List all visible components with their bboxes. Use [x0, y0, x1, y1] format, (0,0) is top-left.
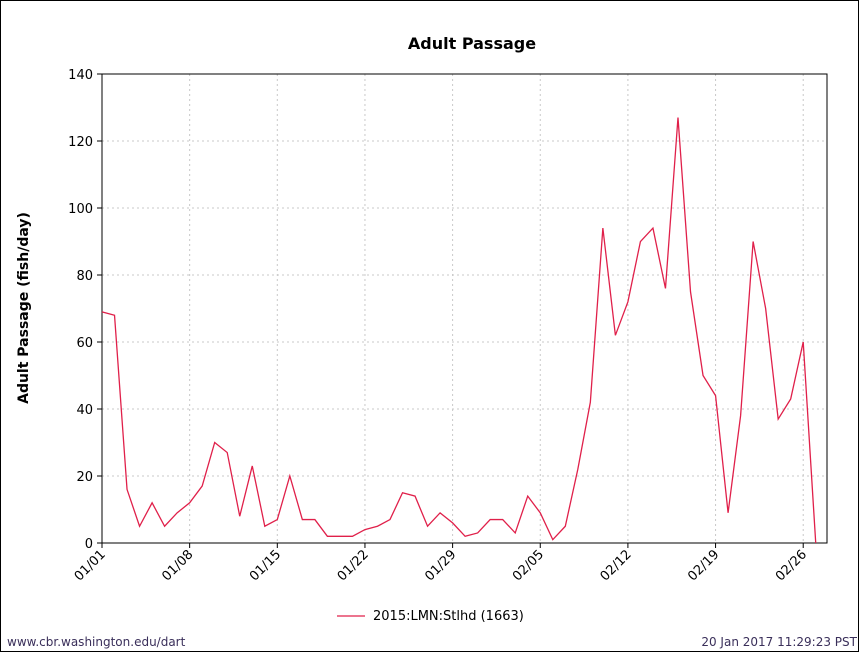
y-tick-label: 140 — [68, 68, 93, 83]
footer-timestamp: 20 Jan 2017 11:29:23 PST — [701, 635, 857, 649]
chart-title: Adult Passage — [408, 34, 536, 53]
y-axis-ticks: 0 20 40 60 80 100 120 140 — [68, 68, 102, 552]
x-tick-label: 01/01 — [72, 547, 109, 584]
y-tick-label: 20 — [76, 470, 93, 485]
y-axis-label: Adult Passage (fish/day) — [16, 212, 32, 404]
legend-label: 2015:LMN:Stlhd (1663) — [373, 609, 524, 624]
x-tick-label: 01/08 — [159, 547, 196, 584]
x-tick-label: 02/12 — [598, 547, 635, 584]
y-tick-label: 120 — [68, 135, 93, 150]
y-tick-label: 0 — [85, 537, 93, 552]
x-tick-label: 01/22 — [335, 547, 372, 584]
x-tick-label: 02/19 — [685, 547, 722, 584]
x-tick-label: 02/26 — [773, 547, 810, 584]
x-axis-ticks: 01/01 01/08 01/15 01/22 01/29 02/05 02/12 02/19… — [72, 543, 810, 584]
series-line-lmn-stlhd — [101, 117, 817, 544]
x-tick-label: 02/05 — [510, 547, 547, 584]
y-tick-label: 60 — [76, 336, 93, 351]
y-tick-label: 80 — [76, 269, 93, 284]
x-tick-label: 01/29 — [422, 547, 459, 584]
grid-lines — [102, 74, 827, 543]
legend: 2015:LMN:Stlhd (1663) — [337, 609, 524, 624]
footer-source-link[interactable]: www.cbr.washington.edu/dart — [7, 635, 186, 649]
y-tick-label: 100 — [68, 202, 93, 217]
x-tick-label: 01/15 — [247, 547, 284, 584]
y-tick-label: 40 — [76, 403, 93, 418]
plot-area-border — [101, 73, 828, 544]
